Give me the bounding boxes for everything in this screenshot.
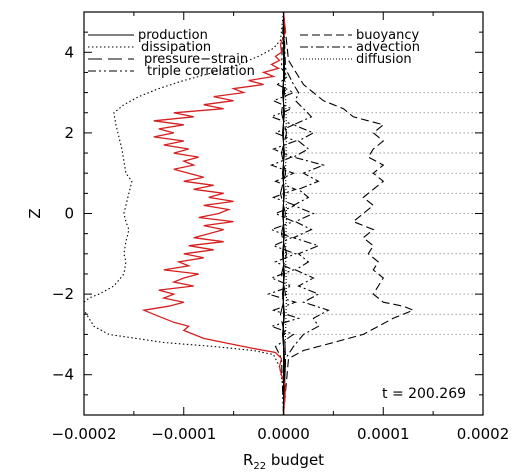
legend-label: buoyancy xyxy=(356,28,419,43)
x-tick-label: 0.0001 xyxy=(357,425,410,443)
x-tick-label: 0.0002 xyxy=(457,425,510,443)
series-line-advection xyxy=(282,11,330,416)
series-line-triple-correlation xyxy=(266,11,301,416)
x-axis-title-main: R xyxy=(243,451,253,469)
tick-labels: −0.0002 −0.0001 0.0000 0.0001 0.0002 −4 −2 0 2 4 xyxy=(51,43,509,443)
y-axis-title: Z xyxy=(26,208,44,218)
legend-label: diffusion xyxy=(356,52,412,67)
y-tick-label: 4 xyxy=(64,43,74,61)
legend-label: dissipation xyxy=(141,40,211,55)
reference-lines xyxy=(283,92,483,335)
x-tick-label: −0.0001 xyxy=(151,425,216,443)
series-line-dissipation xyxy=(83,11,285,416)
series-line-buoyancy xyxy=(282,11,415,416)
series-line-sum xyxy=(141,11,287,416)
x-axis-title-suffix: budget xyxy=(266,451,324,469)
series-line-pressure-strain xyxy=(279,11,288,416)
series-line-diffusion xyxy=(282,11,288,416)
time-annotation: t = 200.269 xyxy=(382,386,466,402)
legend-label: advection xyxy=(356,40,420,55)
axis-ticks xyxy=(83,11,484,416)
y-tick-label: −2 xyxy=(52,285,74,303)
x-tick-label: −0.0002 xyxy=(51,425,116,443)
y-tick-label: −4 xyxy=(52,366,74,384)
series-lines xyxy=(83,11,415,416)
legend-label: pressure−strain xyxy=(144,52,248,67)
legend-label: production xyxy=(138,28,208,43)
legend-label: triple correlation xyxy=(147,64,255,79)
x-axis-title-subscript: 22 xyxy=(253,461,266,472)
y-tick-label: 2 xyxy=(64,124,74,142)
x-axis-title: R22 budget xyxy=(243,451,324,472)
x-tick-label: 0.0000 xyxy=(257,425,310,443)
legend: productiondissipationpressure−straintrip… xyxy=(88,28,420,79)
y-tick-label: 0 xyxy=(64,205,74,223)
